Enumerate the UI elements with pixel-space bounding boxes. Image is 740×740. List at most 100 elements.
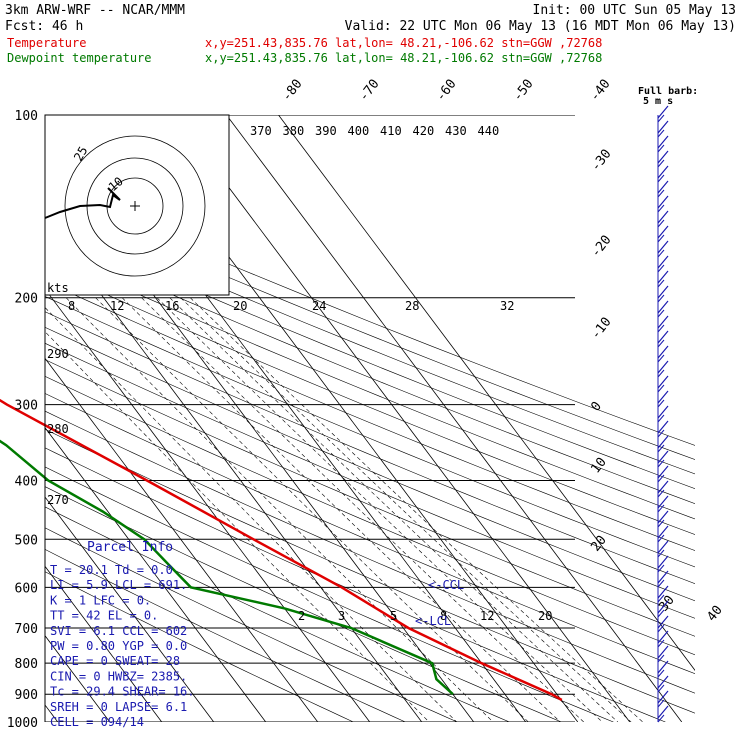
- isotherm: [0, 115, 6, 722]
- pressure-tick-900: 900: [15, 688, 38, 703]
- dewpoint-station-info: x,y=251.43,835.76 lat,lon= 48.21,-106.62…: [205, 51, 602, 65]
- hodograph: [44, 114, 230, 296]
- wind-barb: [657, 165, 669, 179]
- wind-barb: [657, 624, 665, 633]
- dry-adiabat: [45, 549, 406, 722]
- theta-label: 390: [315, 124, 337, 138]
- pressure-tick-100: 100: [15, 109, 38, 124]
- wind-barb: [657, 519, 665, 528]
- dry-adiabat: [45, 184, 695, 446]
- temperature-station-info: x,y=251.43,835.76 lat,lon= 48.21,-106.62…: [205, 36, 602, 50]
- dry-adiabat: [45, 210, 695, 475]
- wind-barb: [657, 234, 665, 243]
- mixing-ratio-label: 16: [165, 299, 179, 313]
- lcl-marker: <-LCL: [415, 614, 451, 628]
- wind-barb: [657, 654, 665, 663]
- wind-barb: [657, 360, 669, 374]
- isotherm: [45, 427, 267, 722]
- temp-tick-top: -70: [356, 77, 382, 105]
- wind-barb: [657, 399, 665, 408]
- dewpoint-legend: Dewpoint temperature: [7, 51, 152, 65]
- temp-tick-right: -20: [588, 233, 614, 261]
- wind-barb: [657, 309, 665, 318]
- forecast-hour: Fcst: 46 h: [5, 19, 83, 34]
- wind-barb: [657, 489, 665, 498]
- wind-barbs: [657, 105, 669, 723]
- wind-barb: [657, 459, 665, 468]
- dry-adiabat: [45, 326, 695, 602]
- wind-barb: [657, 330, 669, 344]
- wind-barb: [657, 645, 669, 659]
- isotherm: [278, 115, 695, 672]
- mixing-ratio-line: [180, 297, 632, 722]
- wind-barb: [657, 495, 669, 509]
- hodograph-trace: [44, 187, 121, 219]
- wind-barb: [657, 114, 665, 123]
- wind-barb: [657, 204, 665, 213]
- dry-adiabat: [45, 506, 510, 722]
- wind-barb: [657, 534, 665, 543]
- wind-barb: [657, 450, 669, 464]
- hodo-units: kts: [47, 281, 69, 295]
- dry-adiabat: [45, 342, 695, 619]
- dry-adiabat: [45, 238, 695, 504]
- temp-tick-right: 0: [588, 399, 605, 414]
- dry-adiabat: [45, 428, 695, 714]
- wind-barb: [657, 300, 669, 314]
- wind-barb: [657, 555, 669, 569]
- mixing-ratio-label: 12: [110, 299, 124, 313]
- wind-barb: [657, 354, 665, 363]
- temp-tick-right: -10: [588, 315, 614, 343]
- parcel-row: CAPE = 0 SWEAT= 28: [50, 654, 180, 668]
- wind-barb: [657, 390, 669, 404]
- wind-barb: [657, 504, 665, 513]
- wind-barb: [657, 279, 665, 288]
- dry-adiabat: [45, 375, 695, 656]
- wind-barb: [657, 210, 669, 224]
- wind-barb: [657, 609, 665, 618]
- wind-barb: [657, 324, 665, 333]
- wind-barb: [657, 474, 665, 483]
- parcel-row: Tc = 29.4 SHEAR= 16.: [50, 685, 195, 699]
- ccl-marker: <-CCL: [428, 578, 464, 592]
- hodograph-frame: [44, 114, 230, 296]
- theta-label: 430: [445, 124, 467, 138]
- mixing-ratio-label: 8: [68, 299, 75, 313]
- wind-barb: [657, 480, 669, 494]
- wind-barb: [657, 465, 669, 479]
- wind-barb: [657, 420, 669, 434]
- wind-barb: [657, 690, 669, 704]
- dry-adiabat: [45, 311, 695, 584]
- wind-barb: [657, 564, 665, 573]
- mixing-ratio-label: 32: [500, 299, 514, 313]
- wind-barb: [657, 405, 669, 419]
- wind-barb: [657, 684, 665, 693]
- dry-adiabat: [45, 266, 695, 535]
- wind-barb: [657, 240, 669, 254]
- wind-barb: [657, 285, 669, 299]
- chart-traces: [0, 398, 563, 702]
- temp-tick-top: -60: [433, 77, 459, 105]
- hodo-ring-label: 25: [71, 144, 90, 164]
- mixing-ratio-line: [189, 297, 643, 722]
- wind-barb: [657, 249, 665, 258]
- wind-barb: [657, 105, 669, 119]
- wind-barb: [657, 384, 665, 393]
- wind-barb: [657, 150, 669, 164]
- mixing-ratio-line: [45, 307, 457, 722]
- temp-tick-right: -30: [588, 147, 614, 175]
- wind-barb: [657, 615, 669, 629]
- parcel-row: PW = 0.80 YGP = 0.0: [50, 639, 187, 653]
- pressure-tick-800: 800: [15, 657, 38, 672]
- wind-barb: [657, 345, 669, 359]
- theta-label-left: 290: [47, 347, 69, 361]
- temp-tick-top: -40: [587, 77, 613, 105]
- wind-barb: [657, 219, 665, 228]
- wind-barb: [657, 699, 665, 708]
- mixing-ratio-label-lower: 2: [298, 609, 305, 623]
- wind-barb: [657, 510, 669, 524]
- dry-adiabat: [45, 252, 695, 520]
- temperature-legend: Temperature: [7, 36, 86, 50]
- wind-barb: [657, 705, 669, 719]
- full-barb-value: 5 m s: [643, 96, 673, 107]
